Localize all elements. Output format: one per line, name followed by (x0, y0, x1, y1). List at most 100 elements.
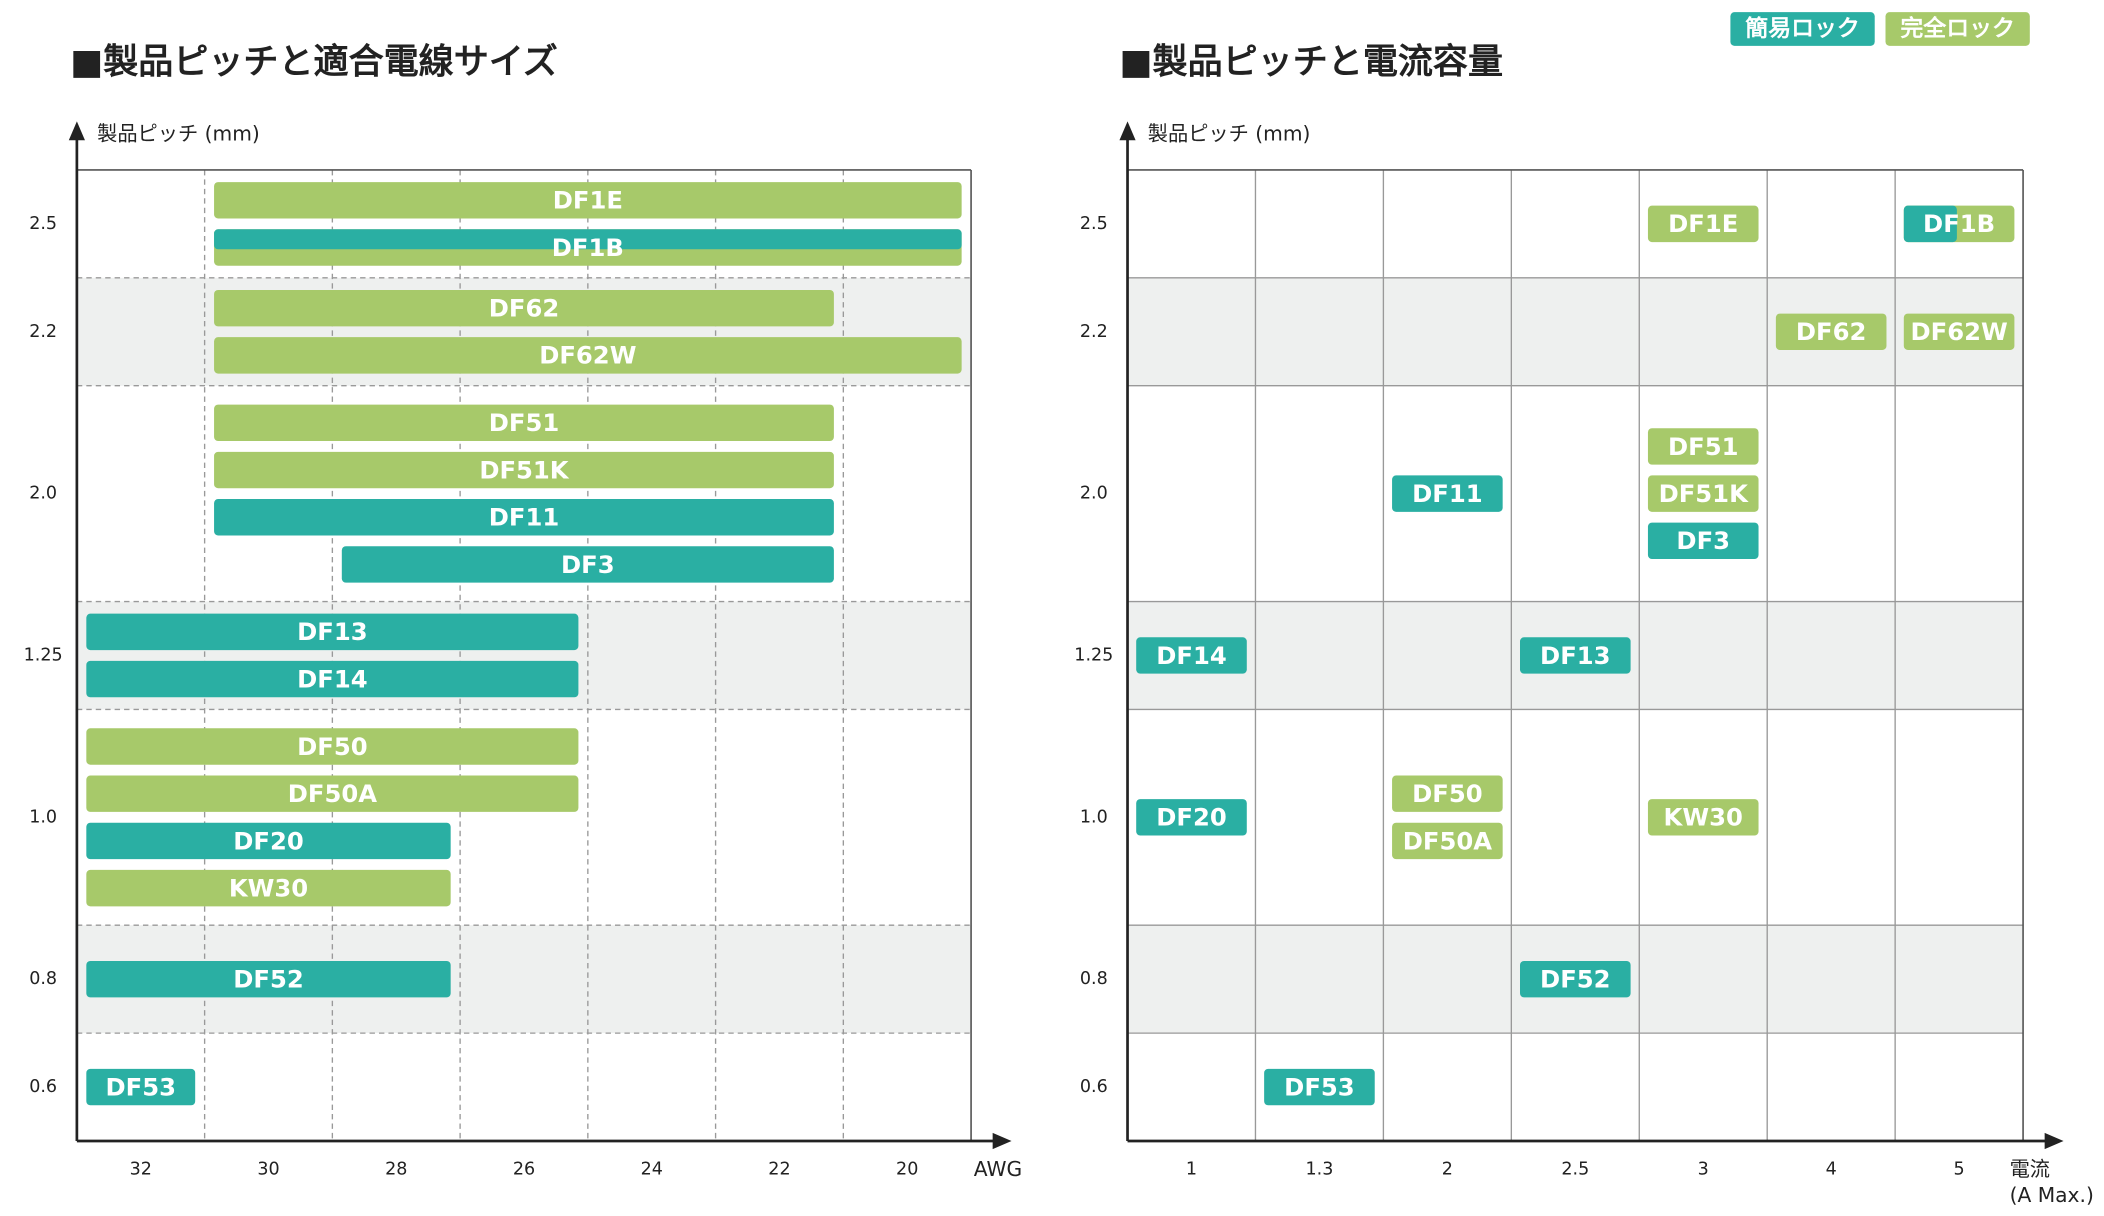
row-band (1127, 277, 2024, 386)
product-label: DF50A (288, 779, 377, 808)
product-bar (1903, 313, 2015, 350)
x-axis-label: (A Max.) (2010, 1183, 2094, 1207)
y-tick-label: 1.0 (1080, 807, 1108, 827)
y-tick-label: 2.2 (29, 322, 57, 342)
product-bar (1520, 637, 1631, 674)
y-tick-label: 1.25 (1074, 645, 1113, 665)
x-tick-label: 5 (1954, 1159, 1965, 1179)
y-tick-label: 2.0 (29, 484, 57, 504)
product-label: DF52 (1540, 965, 1611, 994)
product-label: KW30 (229, 873, 308, 902)
product-bar (86, 1068, 196, 1106)
product-label: DF20 (233, 826, 304, 855)
product-bar (1392, 475, 1503, 512)
product-label: DF1E (1668, 209, 1738, 238)
product-bar (1647, 428, 1759, 465)
product-bar (1264, 1068, 1375, 1106)
x-tick-label: 30 (257, 1159, 279, 1179)
product-bar (214, 499, 834, 536)
x-tick-label: 1.3 (1306, 1159, 1334, 1179)
y-tick-label: 2.0 (1080, 484, 1108, 504)
x-tick-label: 2 (1442, 1159, 1453, 1179)
product-bar (1647, 205, 1759, 243)
product-label: DF13 (1540, 641, 1611, 670)
y-tick-label: 2.5 (29, 214, 57, 234)
product-label: DF62W (1910, 317, 2007, 346)
x-tick-label: 32 (130, 1159, 152, 1179)
product-bar (1136, 637, 1247, 674)
product-bar (341, 546, 834, 583)
product-label: DF1B (1923, 209, 1995, 238)
legend-label: 完全ロック (1900, 15, 2015, 42)
y-tick-label: 1.0 (29, 807, 57, 827)
product-bar (214, 451, 834, 489)
product-bar (1647, 475, 1759, 512)
product-label: DF20 (1156, 803, 1227, 832)
legend-label: 簡易ロック (1745, 15, 1860, 42)
legend-swatch (1730, 12, 1875, 46)
x-axis-arrow (992, 1132, 1012, 1150)
chart-title: ■製品ピッチと電流容量 (1119, 41, 1503, 82)
product-label: DF50 (297, 732, 368, 761)
x-tick-label: 1 (1186, 1159, 1197, 1179)
product-label: DF11 (489, 503, 560, 532)
product-bar (214, 337, 962, 374)
x-axis-label: AWG (974, 1157, 1022, 1181)
legend-swatch (1885, 12, 2030, 46)
product-label: DF51K (479, 455, 569, 484)
product-label: DF11 (1412, 479, 1483, 508)
x-axis-arrow (2044, 1132, 2064, 1150)
product-label: DF1E (553, 186, 623, 215)
product-label: DF51K (1659, 479, 1749, 508)
y-axis-arrow (68, 121, 85, 141)
product-label: DF50 (1412, 779, 1483, 808)
product-label: DF51 (1668, 432, 1739, 461)
y-axis-label: 製品ピッチ (mm) (97, 121, 260, 145)
product-label: DF14 (297, 664, 368, 693)
y-tick-label: 0.6 (1080, 1077, 1108, 1097)
product-label: DF14 (1156, 641, 1227, 670)
product-bar (214, 404, 834, 442)
product-bar (214, 289, 834, 327)
product-bar (86, 960, 451, 998)
product-label: DF51 (489, 408, 560, 437)
product-bar (214, 182, 962, 219)
x-axis-label: 電流 (2010, 1157, 2050, 1181)
product-bar (1392, 822, 1503, 860)
product-label: DF62 (489, 294, 560, 323)
y-axis-label: 製品ピッチ (mm) (1148, 121, 1311, 145)
product-bar (1647, 799, 1759, 836)
product-label: DF13 (297, 617, 368, 646)
product-label: DF50A (1403, 826, 1492, 855)
x-tick-label: 22 (768, 1159, 790, 1179)
product-bar (86, 728, 579, 765)
product-bar (1775, 313, 1887, 350)
product-bar (1392, 775, 1503, 812)
y-tick-label: 0.8 (1080, 969, 1108, 989)
x-tick-label: 2.5 (1561, 1159, 1589, 1179)
x-tick-label: 28 (385, 1159, 407, 1179)
product-bar (1520, 960, 1631, 998)
y-tick-label: 2.2 (1080, 322, 1108, 342)
chart-title: ■製品ピッチと適合電線サイズ (70, 41, 558, 82)
x-tick-label: 24 (641, 1159, 663, 1179)
product-label: DF1B (552, 233, 624, 262)
product-bar (1136, 799, 1247, 836)
product-label: DF52 (233, 965, 304, 994)
product-label: DF62W (539, 341, 636, 370)
product-label: DF3 (561, 550, 615, 579)
product-bar (1647, 522, 1759, 560)
product-label: KW30 (1664, 803, 1743, 832)
product-label: DF53 (106, 1072, 176, 1101)
product-bar-part (214, 229, 962, 250)
x-tick-label: 3 (1698, 1159, 1709, 1179)
x-tick-label: 4 (1826, 1159, 1837, 1179)
y-tick-label: 0.6 (29, 1077, 57, 1097)
product-label: DF3 (1676, 526, 1730, 555)
product-bar-part (1903, 205, 1957, 243)
y-axis-arrow (1119, 121, 1136, 141)
y-tick-label: 2.5 (1080, 214, 1108, 234)
product-bar (86, 613, 579, 651)
